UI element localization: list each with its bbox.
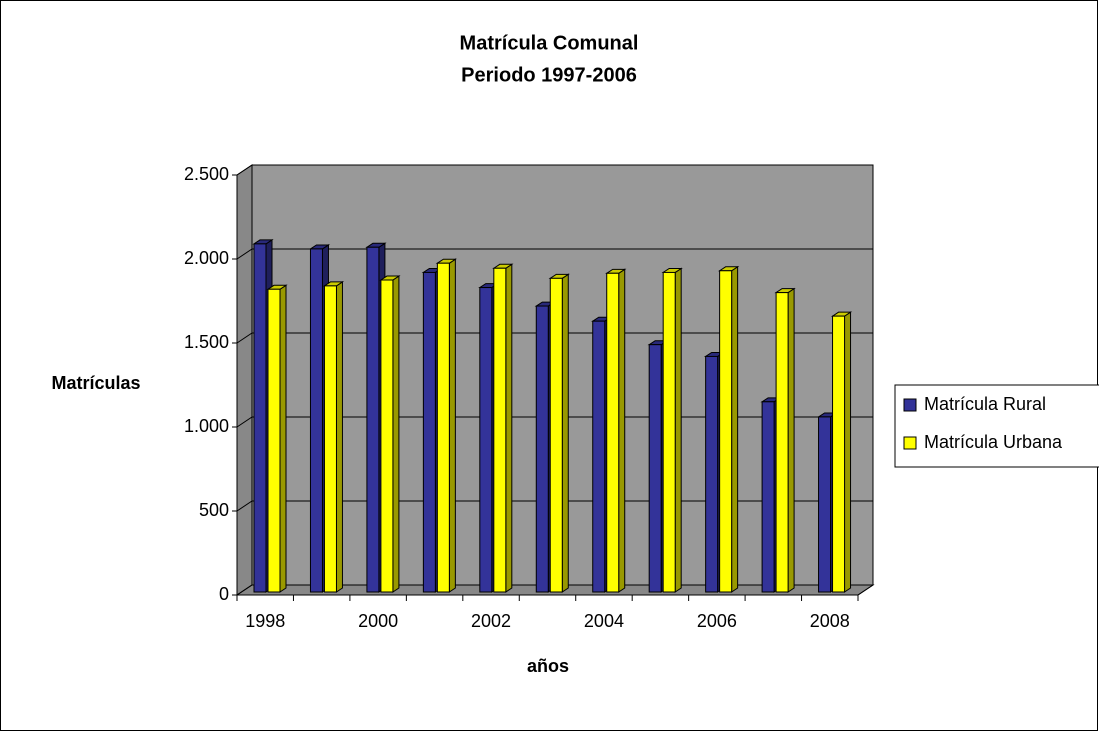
legend-label: Matrícula Rural [924, 394, 1046, 414]
x-axis-end [857, 584, 874, 596]
bar [774, 287, 796, 593]
bar [322, 280, 345, 593]
bar [717, 265, 740, 593]
bar-side [674, 267, 682, 593]
x-tick-label: 2004 [584, 611, 624, 631]
grid-line [236, 248, 873, 260]
x-tick-label: 2008 [810, 611, 850, 631]
x-tick-label: 1998 [245, 611, 285, 631]
y-tick-label: 500 [199, 500, 229, 520]
bar [379, 275, 401, 593]
bar-side [505, 263, 513, 593]
bar-front [818, 416, 832, 593]
bar-front [267, 288, 281, 593]
bar [830, 311, 853, 593]
y-tick-label: 1.000 [184, 416, 229, 436]
bar-side [561, 273, 569, 593]
bar [435, 258, 458, 593]
bar-side [844, 311, 852, 593]
bar-front [422, 271, 436, 593]
legend-label: Matrícula Urbana [924, 432, 1063, 452]
grid-line [236, 164, 873, 176]
bar-front [436, 262, 450, 593]
bar-side [618, 268, 626, 593]
bar [266, 284, 288, 593]
bar-side [392, 275, 400, 593]
bar-front [535, 305, 549, 593]
y-tick-label: 0 [219, 584, 229, 604]
bar [605, 268, 627, 593]
bar-side [731, 265, 739, 593]
bar-side [335, 280, 343, 593]
bar [492, 263, 514, 593]
bar-front [380, 279, 394, 593]
chart-subtitle: Periodo 1997-2006 [461, 64, 637, 86]
x-tick-label: 2006 [697, 611, 737, 631]
bar-side [448, 258, 456, 593]
legend-swatch [903, 436, 917, 450]
bar-front [761, 401, 775, 593]
x-tick-label: 2000 [358, 611, 398, 631]
bar-front [775, 292, 789, 593]
bar [548, 273, 570, 593]
bar-side [787, 287, 795, 593]
y-tick-label: 2.500 [184, 164, 229, 184]
bar-front [309, 248, 323, 593]
side-wall [236, 164, 253, 596]
x-axis-title: años [527, 656, 569, 676]
y-axis-title: Matrículas [51, 373, 140, 393]
bar-front [648, 344, 662, 593]
bar-front [479, 287, 493, 593]
bar-front [606, 272, 620, 593]
bar-side [279, 284, 287, 593]
bar-front [832, 315, 846, 593]
bar-front [493, 267, 507, 593]
bar-front [323, 285, 337, 593]
bar-front [719, 270, 733, 593]
y-tick-label: 2.000 [184, 248, 229, 268]
bar-front [549, 277, 563, 593]
bar-front [662, 271, 676, 593]
x-tick-label: 2002 [471, 611, 511, 631]
bar-front [366, 246, 380, 593]
bar [661, 267, 683, 593]
y-tick-label: 1.500 [184, 332, 229, 352]
bar-front [592, 320, 606, 593]
bar-front [253, 243, 267, 593]
chart-title: Matrícula Comunal [460, 32, 639, 54]
legend-box [894, 384, 1099, 468]
legend-swatch [903, 398, 917, 412]
bar-front [705, 355, 719, 593]
